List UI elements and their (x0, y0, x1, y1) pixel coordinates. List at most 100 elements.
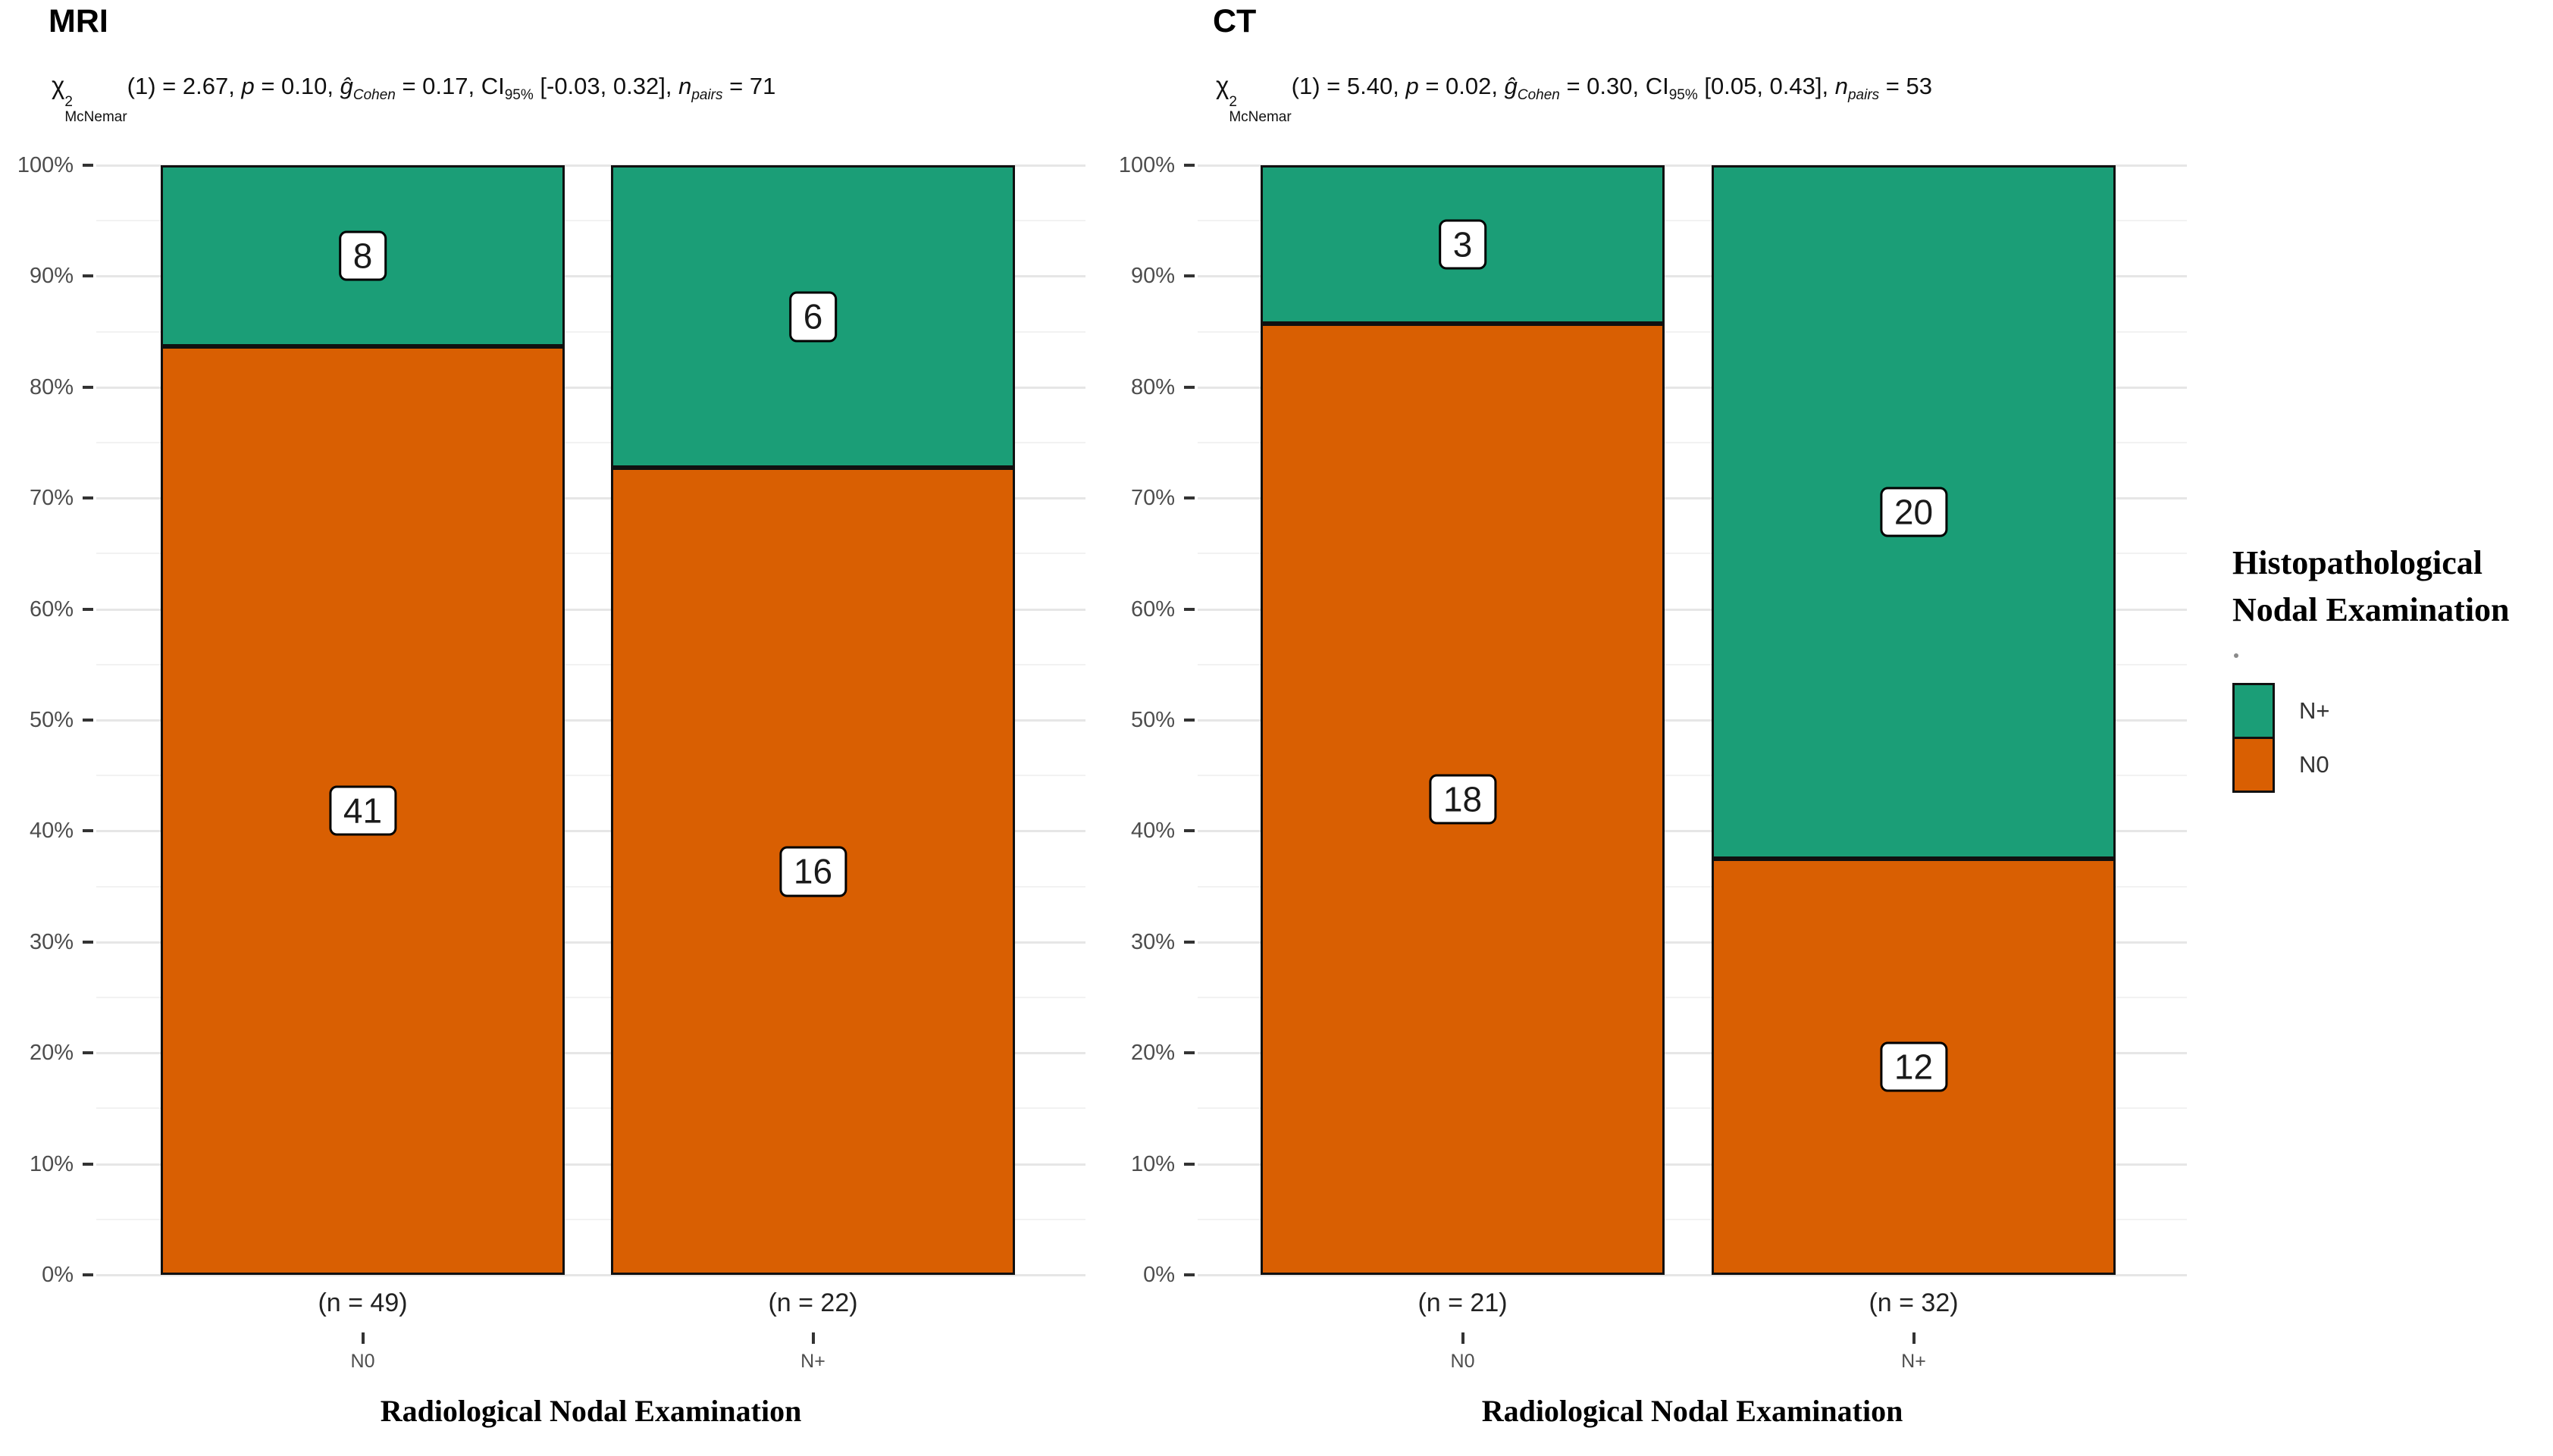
y-axis-label: 0% (1143, 1263, 1175, 1287)
y-axis-tick (1184, 1051, 1195, 1055)
y-axis-label: 60% (29, 596, 74, 622)
y-axis-label: 10% (1130, 1151, 1175, 1176)
bar-N+: 6 16 (611, 165, 1015, 1275)
subtitle-text: CI95% (481, 73, 534, 104)
y-axis-label: 0% (42, 1263, 74, 1287)
bar-N+: 20 12 (1712, 165, 2116, 1275)
subtitle-text: npairs (1834, 73, 1880, 104)
legend-dot-artifact (2234, 653, 2238, 658)
gridline-minor (96, 553, 1085, 555)
legend-label: N0 (2299, 751, 2329, 778)
gridline-major (96, 941, 1085, 944)
subtitle-text: npairs (678, 73, 723, 104)
gridline-minor (1198, 885, 2187, 888)
chi-squared-term: χ 2 McNemar (1216, 70, 1292, 125)
gridline-major (96, 608, 1085, 611)
y-axis-label: 50% (29, 708, 74, 732)
chi-superscript: 2 (1229, 94, 1237, 110)
bar-value-label: 8 (338, 230, 387, 281)
y-axis-tick (1184, 164, 1195, 167)
subtitle-text: ĝCohen (340, 73, 396, 104)
subtitle-text: p (1405, 73, 1419, 99)
y-axis-tick (1184, 829, 1195, 833)
gridline-major (1198, 497, 2187, 500)
gridline-minor (96, 330, 1085, 333)
y-axis-label: 20% (1130, 1041, 1175, 1066)
subtitle-subscript: 95% (1668, 87, 1698, 104)
y-axis-tick (83, 164, 93, 167)
bar-value-label: 12 (1879, 1041, 1948, 1092)
y-axis-tick (1184, 1162, 1195, 1166)
gridline-minor (1198, 997, 2187, 998)
subtitle-text: (1) = 5.40, (1291, 73, 1406, 99)
gridline-minor (96, 442, 1085, 443)
x-axis-title: Radiological Nodal Examination (1481, 1394, 1903, 1428)
gridline-minor (96, 997, 1085, 998)
gridline-major (1198, 719, 2187, 722)
legend: Histopathological Nodal Examination N+ N0 (2232, 540, 2553, 793)
subtitle-subscript: Cohen (352, 87, 396, 104)
subtitle-text: = 71 (722, 73, 776, 99)
bar-n-label: (n = 22) (768, 1288, 858, 1317)
bar-N0: 8 41 (161, 165, 565, 1275)
chi-sup-sub: 2 McNemar (1229, 95, 1291, 125)
legend-label: N+ (2299, 697, 2330, 724)
stats-subtitle-ct: χ 2 McNemar (1) = 5.40, p = 0.02, ĝCohen = … (1216, 70, 1932, 125)
chi-sup-sub: 2 McNemar (64, 95, 127, 125)
gridline-minor (96, 775, 1085, 777)
y-axis-label: 40% (29, 819, 74, 844)
gridline-minor (96, 1107, 1085, 1110)
y-axis-label: 100% (1118, 153, 1175, 177)
legend-title-line-1: Histopathological (2232, 544, 2483, 581)
y-axis-tick (83, 496, 93, 500)
subtitle-text: [-0.03, 0.32], (533, 73, 679, 99)
gridline-minor (96, 885, 1085, 888)
y-axis-tick (83, 385, 93, 389)
x-category-label: N0 (350, 1351, 375, 1372)
y-axis-tick (1184, 940, 1195, 944)
legend-swatch-N+ (2232, 683, 2275, 739)
y-axis-tick (83, 719, 93, 722)
bar-n-label: (n = 21) (1417, 1288, 1508, 1317)
x-category-label: N+ (800, 1351, 825, 1372)
subtitle-text: = 0.17, (395, 73, 481, 99)
bar-value-label: 18 (1428, 774, 1497, 825)
gridline-minor (1198, 220, 2187, 222)
y-axis-tick (83, 1051, 93, 1055)
subtitle-subscript: 95% (504, 87, 534, 104)
gridline-minor (1198, 553, 2187, 555)
y-axis-label: 30% (29, 929, 74, 954)
gridline-major (96, 275, 1085, 278)
chi-subscript: McNemar (64, 108, 127, 125)
gridline-major (96, 719, 1085, 722)
gridline-minor (1198, 330, 2187, 333)
bar-n-label: (n = 49) (318, 1288, 408, 1317)
gridline-major (1198, 275, 2187, 278)
y-axis-label: 10% (29, 1151, 74, 1176)
subtitle-text: ĝCohen (1504, 73, 1560, 104)
bar-value-label: 6 (788, 291, 838, 343)
x-axis-title: Radiological Nodal Examination (380, 1394, 802, 1428)
stats-subtitle-mri: χ 2 McNemar (1) = 2.67, p = 0.10, ĝCohen = … (52, 70, 775, 125)
gridline-minor (96, 1218, 1085, 1220)
gridline-major (1198, 830, 2187, 833)
gridline-major (1198, 1274, 2187, 1276)
y-axis-label: 40% (1130, 819, 1175, 844)
subtitle-text: [0.05, 0.43], (1697, 73, 1835, 99)
y-axis-tick (1184, 496, 1195, 500)
x-category-label: N0 (1450, 1351, 1475, 1372)
subtitle-text: CI95% (1645, 73, 1698, 104)
gridline-minor (96, 220, 1085, 222)
y-axis-tick (83, 1162, 93, 1166)
gridline-major (96, 497, 1085, 500)
panel-title-ct: CT (1213, 3, 1257, 39)
legend-entry-N+: N+ (2232, 683, 2330, 739)
gridline-minor (1198, 442, 2187, 443)
gridline-minor (96, 663, 1085, 665)
y-axis-label: 100% (17, 153, 74, 177)
y-axis-label: 90% (29, 264, 74, 289)
x-axis-tick (811, 1332, 815, 1344)
x-category-label: N+ (1901, 1351, 1926, 1372)
bar-n-label: (n = 32) (1869, 1288, 1959, 1317)
